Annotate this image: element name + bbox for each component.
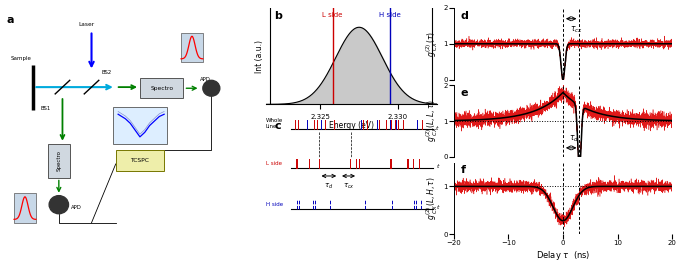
Text: BS1: BS1 <box>41 106 51 111</box>
Text: BS2: BS2 <box>101 69 111 74</box>
X-axis label: Delay $\tau$  (ns): Delay $\tau$ (ns) <box>536 249 590 262</box>
Text: H side: H side <box>265 202 283 207</box>
Circle shape <box>49 196 69 214</box>
Text: f: f <box>460 165 465 175</box>
Text: $\tau_d$: $\tau_d$ <box>569 133 579 144</box>
Text: a: a <box>7 15 14 25</box>
Y-axis label: $g^{(2)}_{\ CX}(L,L,\tau)$: $g^{(2)}_{\ CX}(L,L,\tau)$ <box>425 100 440 142</box>
Text: H side: H side <box>380 12 401 18</box>
Bar <box>113 107 166 144</box>
Text: APD: APD <box>200 77 211 82</box>
Text: Sample: Sample <box>10 56 31 61</box>
Text: Spectro: Spectro <box>56 150 61 171</box>
Text: d: d <box>460 11 469 21</box>
Bar <box>181 33 203 62</box>
Bar <box>115 151 164 171</box>
Text: APD: APD <box>71 205 81 210</box>
Text: Laser: Laser <box>79 22 95 27</box>
Text: Whole
Line: Whole Line <box>265 118 283 129</box>
Bar <box>48 144 70 178</box>
Text: $\tau_{cx}$: $\tau_{cx}$ <box>343 182 354 192</box>
X-axis label: Energy (eV): Energy (eV) <box>329 122 374 131</box>
Text: L side: L side <box>265 161 282 166</box>
Text: Spectro: Spectro <box>150 86 173 91</box>
Y-axis label: Int (a.u.): Int (a.u.) <box>255 40 264 73</box>
Text: t: t <box>437 164 439 169</box>
Text: $\tau_d$: $\tau_d$ <box>324 182 333 192</box>
Y-axis label: $g^{(2)}_{\ CX}(\tau)$: $g^{(2)}_{\ CX}(\tau)$ <box>425 31 440 57</box>
Text: c: c <box>274 121 281 131</box>
Bar <box>14 193 36 223</box>
Text: L side: L side <box>323 12 343 18</box>
Circle shape <box>203 80 220 96</box>
Text: b: b <box>274 11 282 21</box>
Text: $\tau_{cx}$: $\tau_{cx}$ <box>570 24 583 35</box>
Bar <box>140 78 183 98</box>
Y-axis label: $g^{(2)}_{\ CX}(L,H,\tau)$: $g^{(2)}_{\ CX}(L,H,\tau)$ <box>425 176 440 220</box>
Text: t: t <box>435 126 438 131</box>
Text: e: e <box>460 88 468 98</box>
Text: t: t <box>437 205 439 210</box>
Text: TCSPC: TCSPC <box>130 158 149 163</box>
